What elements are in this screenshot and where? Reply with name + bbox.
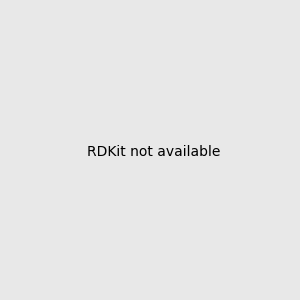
Text: RDKit not available: RDKit not available [87, 145, 220, 158]
